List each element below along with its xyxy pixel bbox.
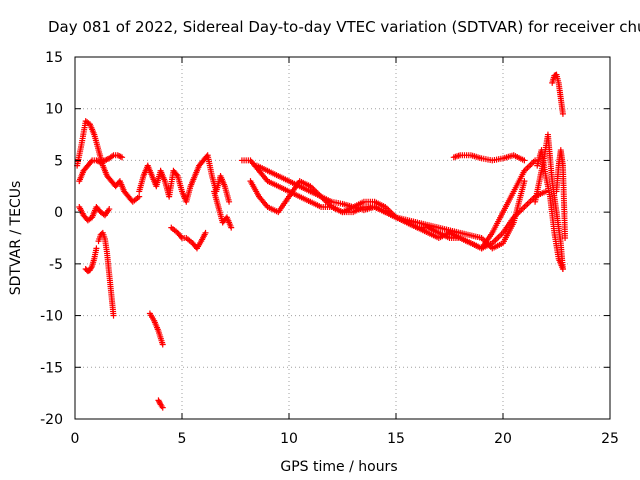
y-tick-label: -15: [40, 360, 63, 376]
x-tick-label: 0: [71, 431, 80, 447]
y-tick-label: -5: [49, 257, 63, 273]
data-point: [110, 312, 117, 319]
data-point: [521, 157, 528, 164]
data-point: [228, 224, 235, 231]
data-point: [136, 193, 143, 200]
data-point: [177, 233, 184, 240]
data-point: [226, 198, 233, 205]
plot-frame: [74, 56, 611, 420]
data-point: [116, 152, 123, 159]
x-tick-label: 10: [280, 431, 298, 447]
data-point: [88, 158, 95, 165]
data-point: [159, 404, 166, 411]
data-marks: [74, 71, 569, 411]
x-tick-label: 5: [178, 431, 187, 447]
data-point: [117, 153, 124, 160]
grid: [75, 57, 610, 419]
y-tick-label: 15: [45, 50, 63, 66]
x-ticks: 0 5 10 15 20 25: [71, 57, 619, 447]
data-point: [106, 206, 113, 213]
y-tick-label: -20: [40, 412, 63, 428]
data-point: [173, 171, 180, 178]
data-point: [88, 264, 95, 271]
data-point: [93, 245, 100, 252]
chart-title: Day 081 of 2022, Sidereal Day-to-day VTE…: [48, 18, 640, 36]
data-point: [202, 229, 209, 236]
y-tick-label: 10: [45, 102, 63, 118]
data-point: [559, 110, 566, 117]
y-ticks: 15 10 5 0 -5 -10 -15 -20: [40, 50, 610, 428]
x-tick-label: 15: [387, 431, 405, 447]
data-point: [521, 178, 528, 185]
x-axis-label: GPS time / hours: [280, 459, 397, 475]
y-axis-label: SDTVAR / TECUs: [8, 181, 24, 296]
y-tick-label: -10: [40, 309, 63, 325]
data-point: [119, 154, 126, 161]
x-tick-label: 20: [494, 431, 512, 447]
data-point: [562, 235, 569, 241]
y-tick-label: 0: [54, 205, 63, 221]
data-point: [542, 188, 549, 195]
data-point: [559, 266, 566, 273]
data-point: [532, 157, 539, 164]
y-tick-label: 5: [54, 153, 63, 169]
x-tick-label: 25: [601, 431, 619, 447]
data-point: [159, 341, 166, 348]
